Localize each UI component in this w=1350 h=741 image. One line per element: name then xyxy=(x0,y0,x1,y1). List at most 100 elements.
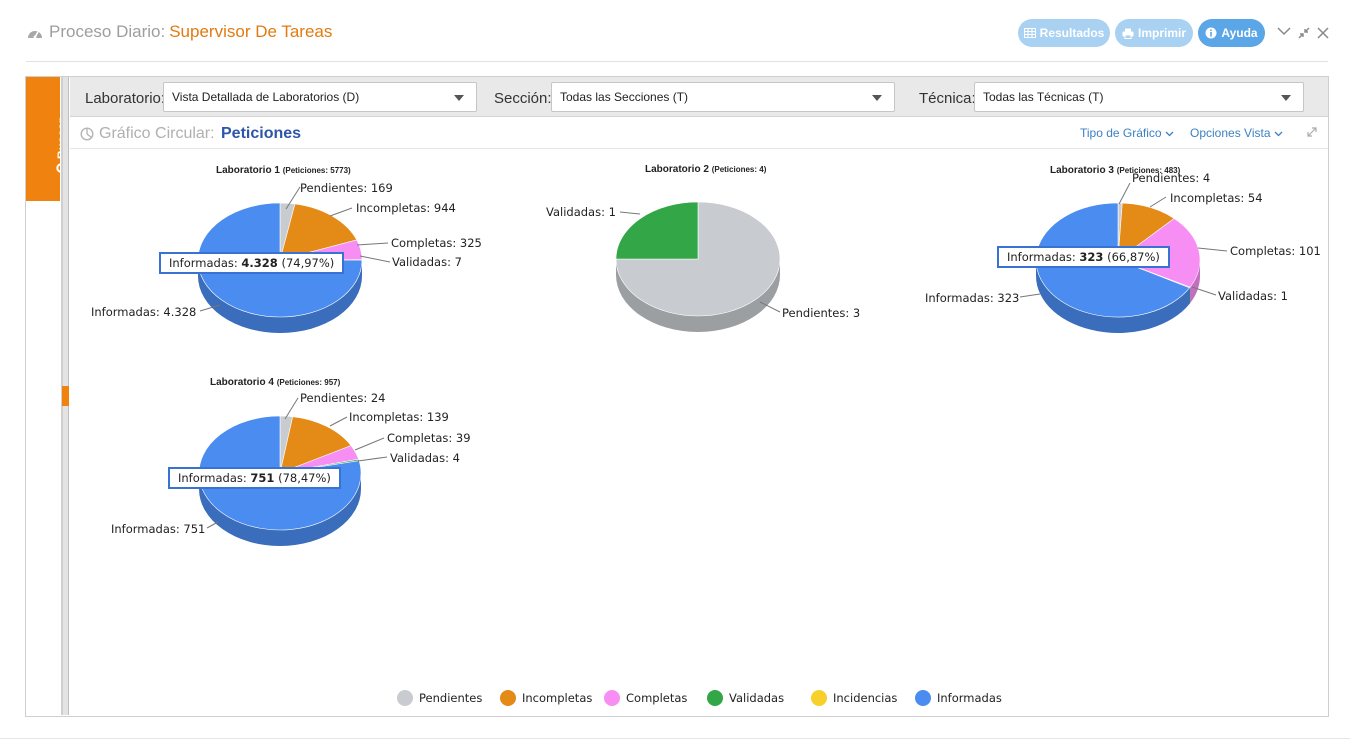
chart-title-text: Laboratorio 3 xyxy=(1050,165,1114,176)
legend-marker xyxy=(811,690,827,706)
resultados-label: Resultados xyxy=(1039,26,1105,40)
laboratorio-select[interactable]: Vista Detallada de Laboratorios (D) xyxy=(163,82,477,112)
tecnica-label: Técnica: xyxy=(919,90,976,107)
info-icon xyxy=(1205,27,1217,39)
chevron-down-icon xyxy=(1274,131,1283,137)
chart-type-label: Gráfico Circular: xyxy=(80,125,215,143)
chart-subtitle: (Peticiones: 5773) xyxy=(282,166,351,175)
leader-line xyxy=(354,437,385,451)
header-divider xyxy=(26,61,1328,62)
leader-line xyxy=(284,397,299,420)
imprimir-button[interactable]: Imprimir xyxy=(1115,19,1193,47)
slice-label: Validadas: 4 xyxy=(390,451,460,465)
leader-line xyxy=(1149,196,1167,208)
leader-line xyxy=(1191,286,1217,296)
tecnica-select[interactable]: Todas las Técnicas (T) xyxy=(974,82,1304,112)
tooltip-name: Informadas: xyxy=(1007,250,1076,264)
legend-item-incidencias[interactable]: Incidencias xyxy=(811,690,897,706)
pie-side-validadas xyxy=(1189,287,1191,304)
slice-label: Pendientes: 3 xyxy=(782,306,861,320)
leader-line xyxy=(357,456,388,462)
slice-tooltip: Informadas: 751 (78,47%) xyxy=(168,467,341,489)
pie-side-pendientes xyxy=(616,259,780,332)
ayuda-label: Ayuda xyxy=(1221,26,1258,40)
chart-legend: Pendientes Incompletas Completas Validad… xyxy=(0,690,1350,708)
compress-icon[interactable] xyxy=(1298,27,1310,39)
chart-metric: Peticiones xyxy=(221,125,302,142)
leader-line xyxy=(1197,247,1228,252)
chart-toolbar: Gráfico Circular: Peticiones Tipo de Grá… xyxy=(70,117,1328,149)
tooltip-pct: (74,97%) xyxy=(281,256,335,270)
legend-marker xyxy=(707,690,723,706)
pie-side-informadas xyxy=(197,260,362,334)
legend-label: Incidencias xyxy=(833,691,898,705)
view-options-dropdown[interactable]: Opciones Vista xyxy=(1190,126,1283,140)
chevron-down-icon xyxy=(454,95,464,101)
legend-item-informadas[interactable]: Informadas xyxy=(915,690,1002,706)
legend-marker xyxy=(915,690,931,706)
page-bottom-rule xyxy=(0,738,1350,739)
view-options-label: Opciones Vista xyxy=(1190,126,1271,140)
legend-item-validadas[interactable]: Validadas xyxy=(707,690,784,706)
tooltip-value: 323 xyxy=(1079,250,1104,264)
chart-title-text: Laboratorio 1 xyxy=(216,165,280,176)
imprimir-label: Imprimir xyxy=(1137,26,1186,40)
pie-slice-pendientes xyxy=(615,201,781,317)
filter-bar: Laboratorio: Vista Detallada de Laborato… xyxy=(70,77,1328,117)
legend-item-incompletas[interactable]: Incompletas xyxy=(500,690,592,706)
tecnica-value: Todas las Técnicas (T) xyxy=(983,90,1104,104)
slice-label: Completas: 101 xyxy=(1230,244,1321,258)
chart-type-link-label: Tipo de Gráfico xyxy=(1080,126,1162,140)
page-title: Proceso Diario: Supervisor De Tareas xyxy=(26,22,332,42)
leader-line xyxy=(359,255,391,263)
leader-line xyxy=(356,242,389,246)
seccion-select[interactable]: Todas las Secciones (T) xyxy=(551,82,895,112)
dashboard-icon xyxy=(28,30,42,39)
slice-label: Informadas: 323 xyxy=(925,291,1020,305)
slice-label: Pendientes: 169 xyxy=(300,181,393,195)
tooltip-name: Informadas: xyxy=(178,471,247,485)
legend-marker xyxy=(500,690,516,706)
splitter-handle[interactable] xyxy=(62,386,69,406)
pie-chart-icon xyxy=(80,127,94,141)
pie-slice-incompletas xyxy=(279,416,352,474)
content-frame xyxy=(25,76,1329,717)
tooltip-pct: (78,47%) xyxy=(278,471,331,485)
chevron-down-icon xyxy=(1281,95,1291,101)
tooltip-value: 4.328 xyxy=(241,256,278,270)
slice-label: Pendientes: 24 xyxy=(300,391,386,405)
slice-tooltip: Informadas: 4.328 (74,97%) xyxy=(159,252,345,274)
legend-item-pendientes[interactable]: Pendientes xyxy=(397,690,482,706)
chevron-down-icon xyxy=(872,95,882,101)
slice-label: Validadas: 1 xyxy=(1218,289,1288,303)
chevron-down-icon xyxy=(1165,131,1174,137)
chevron-down-icon[interactable] xyxy=(1277,26,1291,36)
seccion-value: Todas las Secciones (T) xyxy=(560,90,689,104)
pie-slice-informadas xyxy=(197,202,363,318)
chart-title-text: Laboratorio 2 xyxy=(645,164,709,175)
laboratorio-value: Vista Detallada de Laboratorios (D) xyxy=(172,90,360,104)
pie-side-completas xyxy=(1190,260,1200,304)
chart-type-dropdown[interactable]: Tipo de Gráfico xyxy=(1080,126,1174,140)
expand-icon[interactable] xyxy=(1306,126,1318,138)
ayuda-button[interactable]: Ayuda xyxy=(1198,19,1265,47)
resultados-button[interactable]: Resultados xyxy=(1018,19,1110,47)
tooltip-value: 751 xyxy=(250,471,275,485)
chart-title: Laboratorio 2 (Peticiones: 4) xyxy=(645,164,766,175)
legend-item-completas[interactable]: Completas xyxy=(604,690,687,706)
chart-type-text: Gráfico Circular: xyxy=(99,125,215,142)
tooltip-pct: (66,87%) xyxy=(1107,250,1160,264)
app-header: Proceso Diario: Supervisor De Tareas Res… xyxy=(0,0,1350,62)
leader-line xyxy=(199,304,221,312)
legend-label: Pendientes xyxy=(419,691,483,705)
legend-label: Informadas xyxy=(937,691,1002,705)
slice-label: Completas: 39 xyxy=(387,431,471,445)
chart-title: Laboratorio 4 (Peticiones: 957) xyxy=(210,377,340,388)
seccion-label: Sección: xyxy=(494,90,552,107)
slice-label: Incompletas: 139 xyxy=(349,410,449,424)
close-icon[interactable] xyxy=(1317,27,1329,39)
title-prefix: Proceso Diario: xyxy=(49,22,166,41)
